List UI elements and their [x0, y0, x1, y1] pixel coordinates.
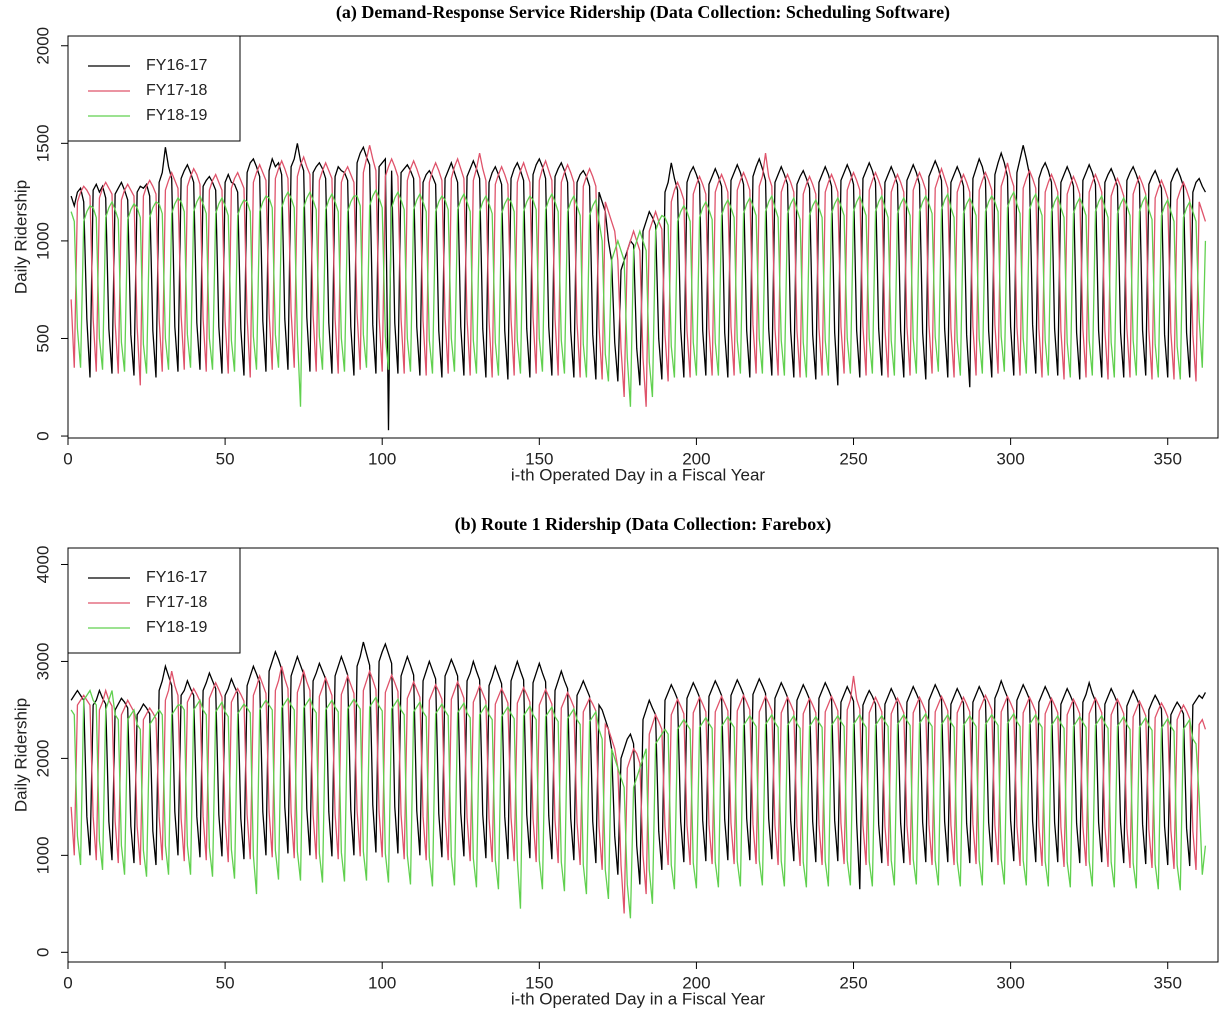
x-tick-label: 200 — [682, 973, 710, 992]
series-line — [70, 666, 1207, 914]
panel: (a) Demand-Response Service Ridership (D… — [11, 2, 1219, 484]
x-tick-label: 150 — [525, 449, 553, 468]
y-tick-label: 0 — [33, 948, 52, 957]
x-tick-label: 350 — [1154, 449, 1182, 468]
series-line — [70, 689, 1207, 919]
x-tick-label: 0 — [63, 973, 72, 992]
x-tick-label: 50 — [216, 973, 235, 992]
x-tick-label: 200 — [682, 449, 710, 468]
x-tick-label: 250 — [839, 973, 867, 992]
series-line — [70, 641, 1207, 890]
x-axis-label: i-th Operated Day in a Fiscal Year — [511, 465, 766, 484]
x-tick-label: 0 — [63, 449, 72, 468]
x-tick-label: 100 — [368, 973, 396, 992]
y-axis-label: Daily Ridership — [11, 698, 30, 812]
y-tick-label: 2000 — [33, 27, 52, 65]
legend-label: FY18-19 — [146, 619, 207, 636]
y-tick-label: 2000 — [33, 739, 52, 777]
x-tick-label: 250 — [839, 449, 867, 468]
series-group — [70, 641, 1207, 919]
y-tick-label: 1000 — [33, 836, 52, 874]
x-tick-label: 300 — [996, 973, 1024, 992]
legend-label: FY16-17 — [146, 569, 207, 586]
series-line — [70, 188, 1207, 407]
legend-label: FY17-18 — [146, 594, 207, 611]
series-group — [70, 143, 1207, 431]
series-line — [70, 145, 1207, 407]
chart-title: (b) Route 1 Ridership (Data Collection: … — [455, 514, 832, 535]
legend-label: FY17-18 — [146, 82, 207, 99]
legend-label: FY18-19 — [146, 107, 207, 124]
legend-box — [67, 35, 241, 142]
x-tick-label: 50 — [216, 449, 235, 468]
y-tick-label: 3000 — [33, 643, 52, 681]
x-tick-label: 350 — [1154, 973, 1182, 992]
y-tick-label: 1500 — [33, 124, 52, 162]
plot-frame — [67, 35, 1219, 439]
chart-title: (a) Demand-Response Service Ridership (D… — [336, 2, 950, 23]
panel: (b) Route 1 Ridership (Data Collection: … — [11, 514, 1219, 1008]
x-tick-label: 300 — [996, 449, 1024, 468]
y-tick-label: 500 — [33, 324, 52, 352]
x-axis-label: i-th Operated Day in a Fiscal Year — [511, 989, 766, 1008]
legend-label: FY16-17 — [146, 57, 207, 74]
series-line — [70, 143, 1207, 431]
legend-box — [67, 547, 241, 654]
y-tick-label: 0 — [33, 431, 52, 440]
x-tick-label: 100 — [368, 449, 396, 468]
plot-frame — [67, 547, 1219, 963]
y-tick-label: 1000 — [33, 222, 52, 260]
y-axis-label: Daily Ridership — [11, 180, 30, 294]
x-tick-label: 150 — [525, 973, 553, 992]
y-tick-label: 4000 — [33, 546, 52, 584]
